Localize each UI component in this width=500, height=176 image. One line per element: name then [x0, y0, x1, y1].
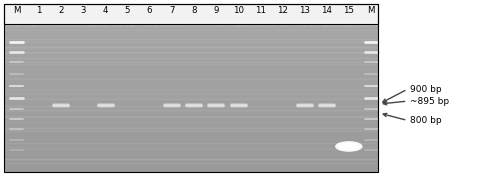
Text: 5: 5	[124, 6, 130, 15]
Text: 8: 8	[191, 6, 196, 15]
Text: ~895 bp: ~895 bp	[410, 97, 449, 106]
Ellipse shape	[342, 144, 355, 149]
Text: 900 bp: 900 bp	[410, 85, 442, 94]
Text: 4: 4	[102, 6, 108, 15]
Text: 10: 10	[232, 6, 243, 15]
Bar	[4, 4, 378, 172]
Ellipse shape	[335, 141, 362, 152]
Text: 15: 15	[344, 6, 354, 15]
Text: 800 bp: 800 bp	[410, 116, 442, 125]
Text: 9: 9	[213, 6, 218, 15]
Text: M: M	[367, 6, 375, 15]
Text: 2: 2	[58, 6, 64, 15]
Text: 12: 12	[277, 6, 288, 15]
Text: 13: 13	[299, 6, 310, 15]
Text: 1: 1	[36, 6, 42, 15]
Text: 11: 11	[254, 6, 266, 15]
Text: 14: 14	[321, 6, 332, 15]
Text: 6: 6	[146, 6, 152, 15]
Text: 7: 7	[169, 6, 174, 15]
Ellipse shape	[339, 143, 359, 150]
Text: M: M	[13, 6, 20, 15]
Bar	[4, 4, 378, 24]
Text: 3: 3	[80, 6, 86, 15]
